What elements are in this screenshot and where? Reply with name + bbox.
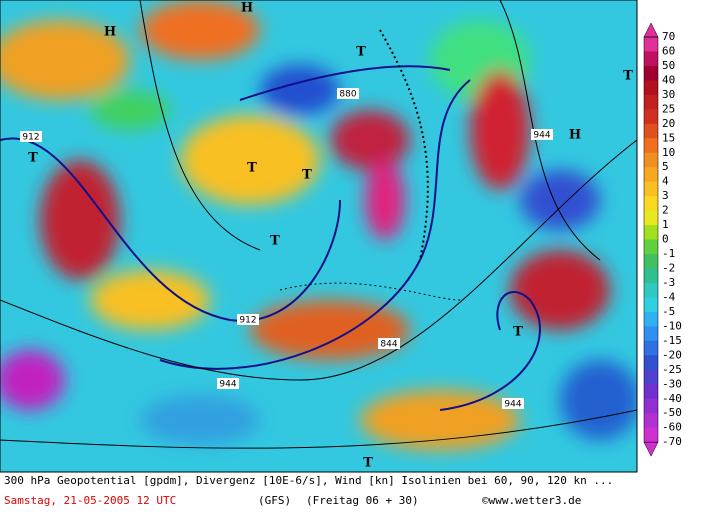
- color-legend: 706050403025201510543210-1-2-3-4-5-10-15…: [643, 22, 682, 457]
- legend-label: -5: [662, 305, 675, 318]
- legend-label: 5: [662, 160, 669, 173]
- legend-swatch: [644, 326, 658, 342]
- legend-label: 3: [662, 189, 669, 202]
- legend-label: -2: [662, 262, 675, 275]
- legend-swatch: [644, 94, 658, 110]
- footer-date: Samstag, 21-05-2005 12 UTC: [4, 494, 176, 507]
- legend-label: -60: [662, 421, 682, 434]
- map-frame: [0, 0, 638, 473]
- legend-frame: [643, 36, 659, 443]
- legend-label: -3: [662, 276, 675, 289]
- legend-label: 25: [662, 102, 675, 115]
- footer-run: (Freitag 06 + 30): [306, 494, 419, 507]
- legend-label: 15: [662, 131, 675, 144]
- legend-swatch: [644, 311, 658, 327]
- legend-swatch: [644, 355, 658, 371]
- legend-label: -40: [662, 392, 682, 405]
- legend-label: -25: [662, 363, 682, 376]
- legend-swatch: [644, 268, 658, 284]
- map-label: T: [247, 161, 257, 176]
- legend-swatch: [644, 297, 658, 313]
- contours: [0, 0, 637, 449]
- contour-label: 944: [504, 400, 521, 410]
- legend-swatch: [644, 398, 658, 414]
- legend-swatch: [644, 123, 658, 139]
- map-label: T: [356, 45, 366, 60]
- legend-arrow-bottom: [643, 441, 659, 457]
- contour-label: 880: [339, 90, 356, 100]
- legend-swatch: [644, 196, 658, 212]
- footer-copyright: ©www.wetter3.de: [482, 494, 581, 507]
- footer-title: 300 hPa Geopotential [gpdm], Divergenz […: [4, 474, 613, 487]
- legend-swatch: [644, 210, 658, 226]
- legend-swatch: [644, 181, 658, 197]
- legend-label: 0: [662, 233, 669, 246]
- map-label: H: [104, 25, 116, 40]
- legend-label: -70: [662, 435, 682, 448]
- legend-arrow-top: [643, 22, 659, 38]
- map-label: H: [569, 128, 581, 143]
- contour-label: 844: [380, 340, 397, 350]
- legend-label: -30: [662, 377, 682, 390]
- contour-label: 944: [533, 131, 550, 141]
- contour-label: 912: [22, 133, 39, 143]
- contour-labels: 912 880 944 912 844 944 944: [20, 88, 553, 410]
- legend-label: 1: [662, 218, 669, 231]
- legend-swatch: [644, 138, 658, 154]
- contour-label: 912: [239, 316, 256, 326]
- legend-label: -10: [662, 319, 682, 332]
- map-label: T: [623, 69, 633, 84]
- legend-swatch: [644, 109, 658, 125]
- legend-swatch: [644, 340, 658, 356]
- legend-swatch: [644, 51, 658, 67]
- map-label: T: [302, 168, 312, 183]
- legend-swatch: [644, 152, 658, 168]
- legend-label: 20: [662, 117, 675, 130]
- legend-label: -4: [662, 290, 676, 303]
- contour-label: 944: [219, 380, 236, 390]
- legend-swatch: [644, 37, 658, 52]
- legend-swatch: [644, 167, 658, 183]
- legend-label: -50: [662, 406, 682, 419]
- legend-swatch: [644, 282, 658, 298]
- map-label: T: [363, 456, 373, 471]
- legend-label: 10: [662, 146, 675, 159]
- map-label: T: [28, 151, 38, 166]
- divergence-field: [0, 0, 637, 450]
- legend-label: 2: [662, 204, 669, 217]
- legend-swatch: [644, 254, 658, 270]
- legend-label: 50: [662, 59, 675, 72]
- legend-swatch: [644, 413, 658, 429]
- legend-label: 40: [662, 73, 675, 86]
- map-label: T: [270, 234, 280, 249]
- legend-label: 4: [662, 175, 669, 188]
- legend-label: 60: [662, 44, 675, 57]
- legend-swatch: [644, 384, 658, 400]
- legend-label: -15: [662, 334, 682, 347]
- map-label: H: [241, 1, 253, 16]
- legend-label: 30: [662, 88, 675, 101]
- map-area: H H T T T T T H T T T 912 880 944 912 84…: [0, 0, 637, 472]
- legend-swatch: [644, 239, 658, 255]
- legend-swatch: [644, 225, 658, 241]
- map-label: T: [513, 325, 523, 340]
- legend-label: -1: [662, 247, 675, 260]
- legend-swatch: [644, 369, 658, 385]
- legend-label: -20: [662, 348, 682, 361]
- legend-swatch: [644, 65, 658, 81]
- legend-swatch: [644, 80, 658, 96]
- legend-swatch: [644, 427, 658, 443]
- legend-label: 70: [662, 30, 675, 43]
- footer-model: (GFS): [258, 494, 291, 507]
